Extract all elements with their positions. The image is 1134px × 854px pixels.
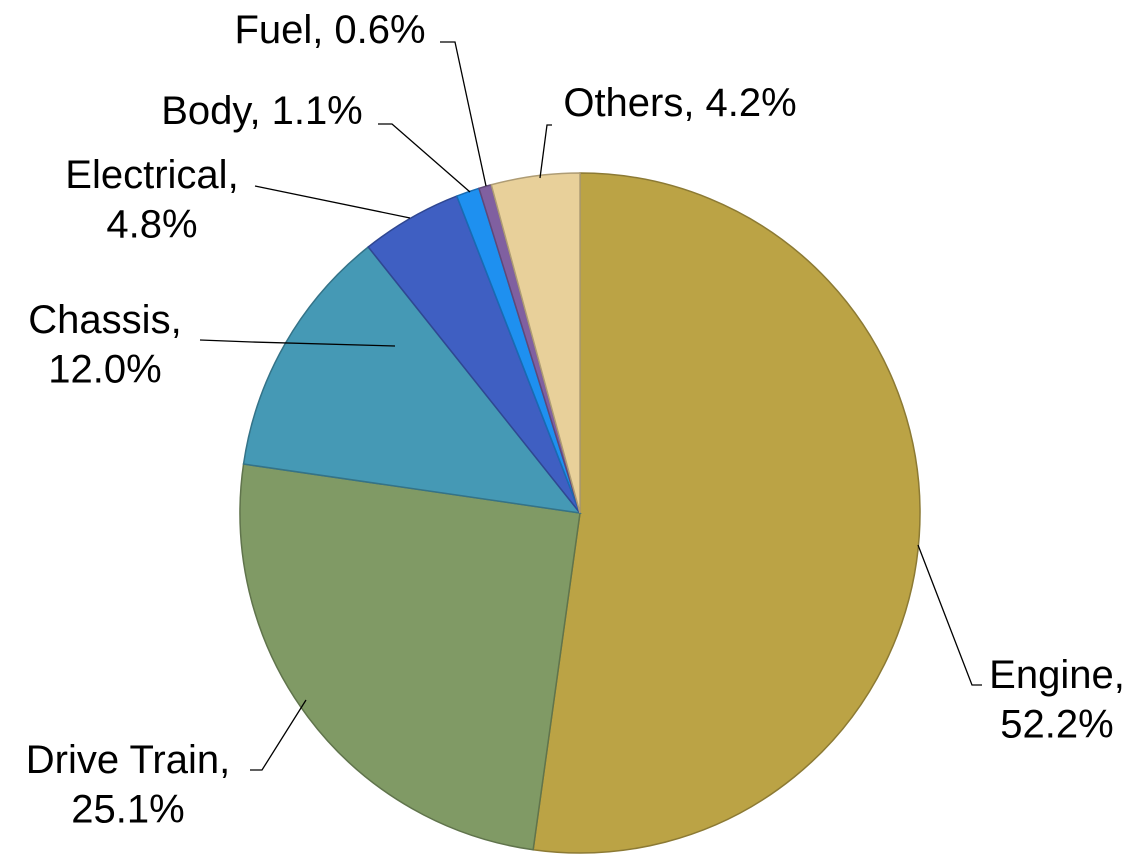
- leader-line: [250, 699, 307, 771]
- leader-line: [917, 544, 982, 686]
- pie-slice: [239, 463, 581, 851]
- category-name: Body: [161, 89, 252, 133]
- separator: ,: [171, 298, 182, 342]
- category-name: Electrical: [65, 153, 227, 197]
- data-label: Body, 1.1%: [161, 89, 363, 133]
- value-label: 12.0%: [48, 348, 161, 392]
- value-label: 52.2%: [1000, 703, 1113, 747]
- separator: ,: [219, 738, 230, 782]
- separator: ,: [683, 81, 694, 125]
- pie-slice: [242, 245, 582, 515]
- data-label: Engine,: [989, 653, 1125, 697]
- data-label: Others, 4.2%: [563, 81, 796, 125]
- value-label: 4.8%: [106, 203, 197, 247]
- leader-line: [254, 185, 411, 219]
- data-label: Drive Train,: [26, 738, 231, 782]
- category-name: Chassis: [28, 298, 170, 342]
- separator: ,: [228, 153, 239, 197]
- category-name: Others: [563, 81, 683, 125]
- leader-line: [378, 123, 471, 193]
- category-name: Drive Train: [26, 738, 219, 782]
- value-label: 1.1%: [272, 89, 363, 133]
- separator: ,: [1114, 653, 1125, 697]
- leader-line: [539, 124, 552, 179]
- value-label: 4.2%: [706, 81, 797, 125]
- pie-slice: [490, 172, 581, 514]
- data-label: Electrical,: [65, 153, 238, 197]
- separator: ,: [312, 8, 323, 52]
- data-label: Fuel, 0.6%: [234, 8, 425, 52]
- value-label: 25.1%: [71, 788, 184, 832]
- separator: ,: [249, 89, 260, 133]
- leader-line: [440, 41, 487, 187]
- data-label: Chassis,: [28, 298, 181, 342]
- pie-slice: [532, 172, 921, 854]
- category-name: Fuel: [234, 8, 312, 52]
- value-label: 0.6%: [334, 8, 425, 52]
- category-name: Engine: [989, 653, 1114, 697]
- leader-line: [199, 339, 396, 347]
